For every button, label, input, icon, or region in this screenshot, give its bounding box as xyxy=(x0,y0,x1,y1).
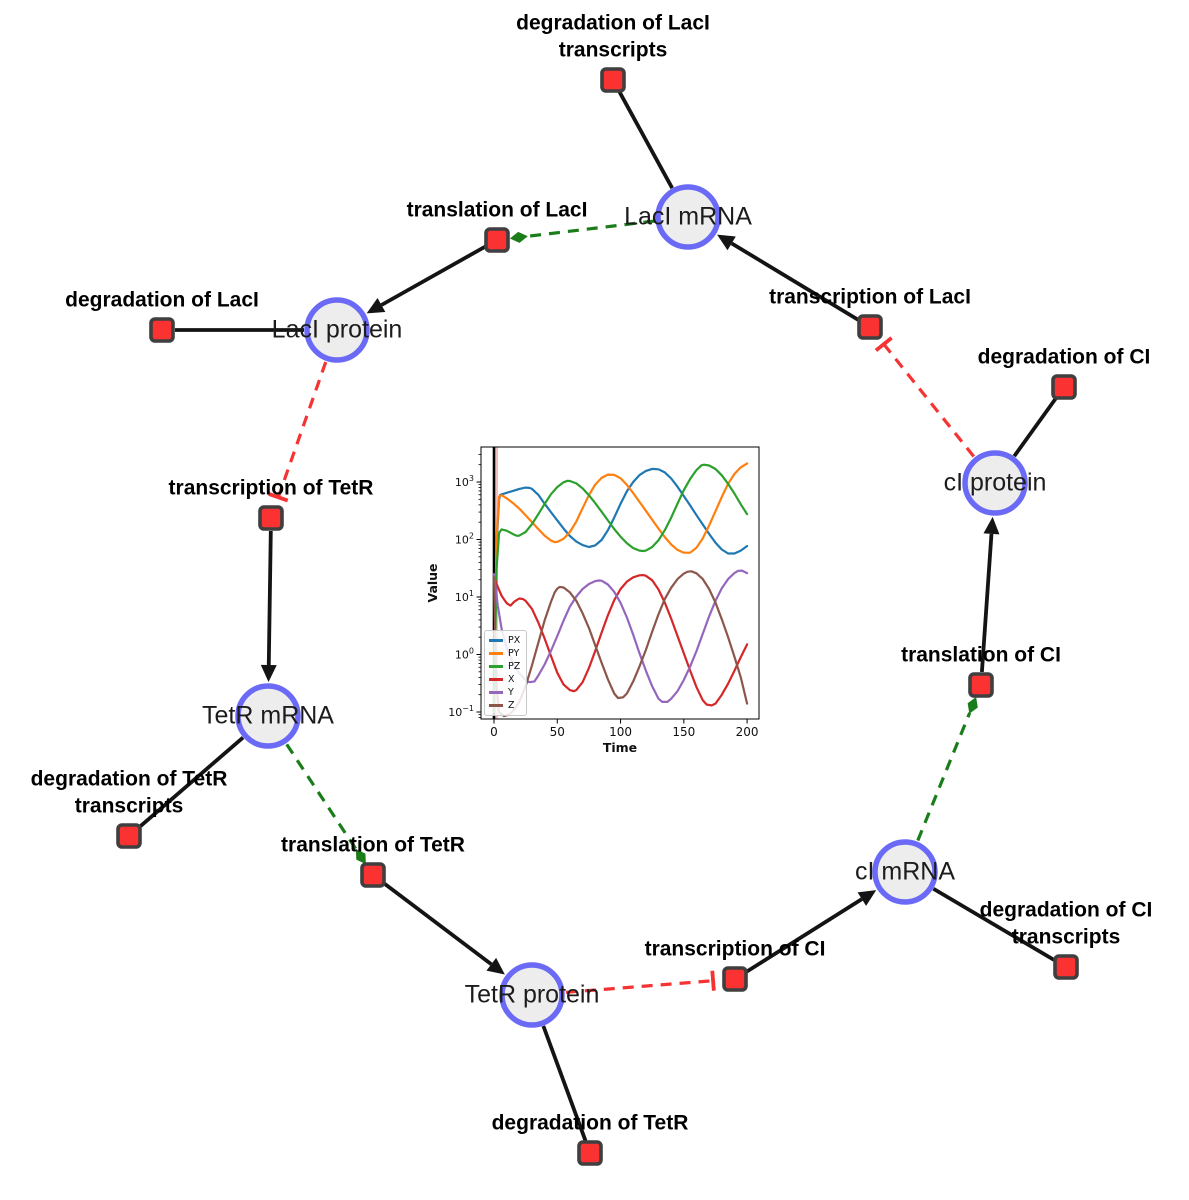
edge-laci-mrna--translation-of-laci xyxy=(509,219,655,243)
inhibition-tee-icon xyxy=(710,970,716,991)
legend-entry-Z: Z xyxy=(489,699,520,712)
legend-swatch-icon xyxy=(489,691,503,694)
legend-swatch-icon xyxy=(489,665,503,668)
species-node-tetr-mrna[interactable] xyxy=(235,683,301,749)
legend-label: X xyxy=(508,674,515,685)
reaction-node-translation-of-laci[interactable] xyxy=(484,227,510,253)
reaction-node-degradation-of-ci[interactable] xyxy=(1051,374,1077,400)
plot-xtick-label: 200 xyxy=(736,725,759,739)
legend-entry-PZ: PZ xyxy=(489,660,520,673)
plot-series-PZ xyxy=(492,463,749,714)
plot-xtick-label: 0 xyxy=(490,725,498,739)
reaction-node-transcription-of-ci[interactable] xyxy=(722,966,748,992)
species-node-laci-protein[interactable] xyxy=(304,297,370,363)
edge-transcription-of-tetr--tetr-mrna xyxy=(260,530,277,683)
legend-entry-X: X xyxy=(489,673,520,686)
legend-swatch-icon xyxy=(489,652,503,655)
legend-label: PX xyxy=(508,635,521,646)
inhibition-tee-icon xyxy=(268,492,289,503)
reaction-node-transcription-of-laci[interactable] xyxy=(857,314,883,340)
legend-label: PY xyxy=(508,648,520,659)
reaction-node-transcription-of-tetr[interactable] xyxy=(258,505,284,531)
plot-series-Y xyxy=(492,569,749,703)
reaction-node-degradation-of-ci-transcripts[interactable] xyxy=(1053,954,1079,980)
edge-ci-protein--transcription-of-laci xyxy=(874,336,975,458)
plot-xtick-label: 50 xyxy=(550,725,565,739)
edge-translation-of-ci--ci-protein xyxy=(980,516,1000,673)
reaction-node-degradation-of-tetr-transcripts[interactable] xyxy=(116,823,142,849)
arrowhead-icon xyxy=(857,890,877,906)
reaction-node-translation-of-ci[interactable] xyxy=(968,672,994,698)
edge-transcription-of-ci--ci-mrna xyxy=(744,890,877,974)
species-node-tetr-protein[interactable] xyxy=(499,962,565,1028)
edge-translation-of-tetr--tetr-protein xyxy=(382,881,505,975)
legend-swatch-icon xyxy=(489,639,503,642)
plot-xaxis-label: Time xyxy=(603,740,637,755)
plot-ytick-label: 102 xyxy=(455,532,474,547)
plot-ytick-label: 10−1 xyxy=(448,704,474,719)
modifier-diamond-icon xyxy=(967,697,978,714)
edge-transcription-of-laci--laci-mrna xyxy=(717,234,860,322)
plot-legend: PX PY PZ X Y Z xyxy=(484,630,528,716)
legend-entry-PY: PY xyxy=(489,647,520,660)
reaction-node-translation-of-tetr[interactable] xyxy=(360,862,386,888)
plot-axes-box xyxy=(480,446,760,720)
plot-xtick-label: 100 xyxy=(609,725,632,739)
reaction-node-degradation-of-tetr[interactable] xyxy=(577,1140,603,1166)
modifier-diamond-icon xyxy=(509,231,528,243)
legend-label: PZ xyxy=(508,661,521,672)
species-node-laci-mrna[interactable] xyxy=(655,184,721,250)
plot-series-PY xyxy=(492,462,749,714)
legend-swatch-icon xyxy=(489,678,503,681)
plot-ytick-label: 103 xyxy=(455,474,474,489)
edge-ci-mrna--translation-of-ci xyxy=(916,697,978,842)
legend-entry-Y: Y xyxy=(489,686,520,699)
reaction-node-degradation-of-laci[interactable] xyxy=(149,317,175,343)
arrowhead-icon xyxy=(366,298,386,314)
modifier-diamond-icon xyxy=(355,849,366,865)
plot-series-X xyxy=(492,574,749,707)
arrowhead-icon xyxy=(717,234,736,251)
legend-label: Z xyxy=(508,700,515,711)
species-node-ci-protein[interactable] xyxy=(962,450,1028,516)
plot-yaxis-label: Value xyxy=(425,563,440,602)
reaction-node-degradation-of-laci-transcripts[interactable] xyxy=(600,67,626,93)
edge-laci-protein--transcription-of-tetr xyxy=(268,361,328,503)
legend-entry-PX: PX xyxy=(489,634,520,647)
edge-translation-of-laci--laci-protein xyxy=(366,244,487,314)
legend-swatch-icon xyxy=(489,704,503,707)
arrowhead-icon xyxy=(260,664,277,683)
edge-ci-mrna--degradation-of-ci-transcripts xyxy=(932,887,1056,963)
edge-ci-protein--degradation-of-ci xyxy=(1012,396,1058,458)
plot-series-Z xyxy=(492,570,749,718)
edge-tetr-mrna--translation-of-tetr xyxy=(285,743,366,865)
plot-ytick-label: 101 xyxy=(455,589,474,604)
time-series-plot: 0 50 100 150 200 103 102 101 100 10−1 Time Value xyxy=(425,440,775,770)
arrowhead-icon xyxy=(983,516,1000,535)
plot-ytick-label: 100 xyxy=(455,647,474,662)
legend-label: Y xyxy=(508,687,514,698)
edge-laci-mrna--degradation-of-laci-transcripts xyxy=(617,90,674,189)
arrowhead-icon xyxy=(486,957,505,975)
inhibition-tee-icon xyxy=(874,336,893,352)
edge-tetr-mrna--degradation-of-tetr-transcripts xyxy=(137,736,245,829)
edge-tetr-protein--transcription-of-ci xyxy=(565,970,716,994)
species-node-ci-mrna[interactable] xyxy=(872,839,938,905)
edge-tetr-protein--degradation-of-tetr xyxy=(541,1025,588,1142)
plot-xtick-label: 150 xyxy=(672,725,695,739)
